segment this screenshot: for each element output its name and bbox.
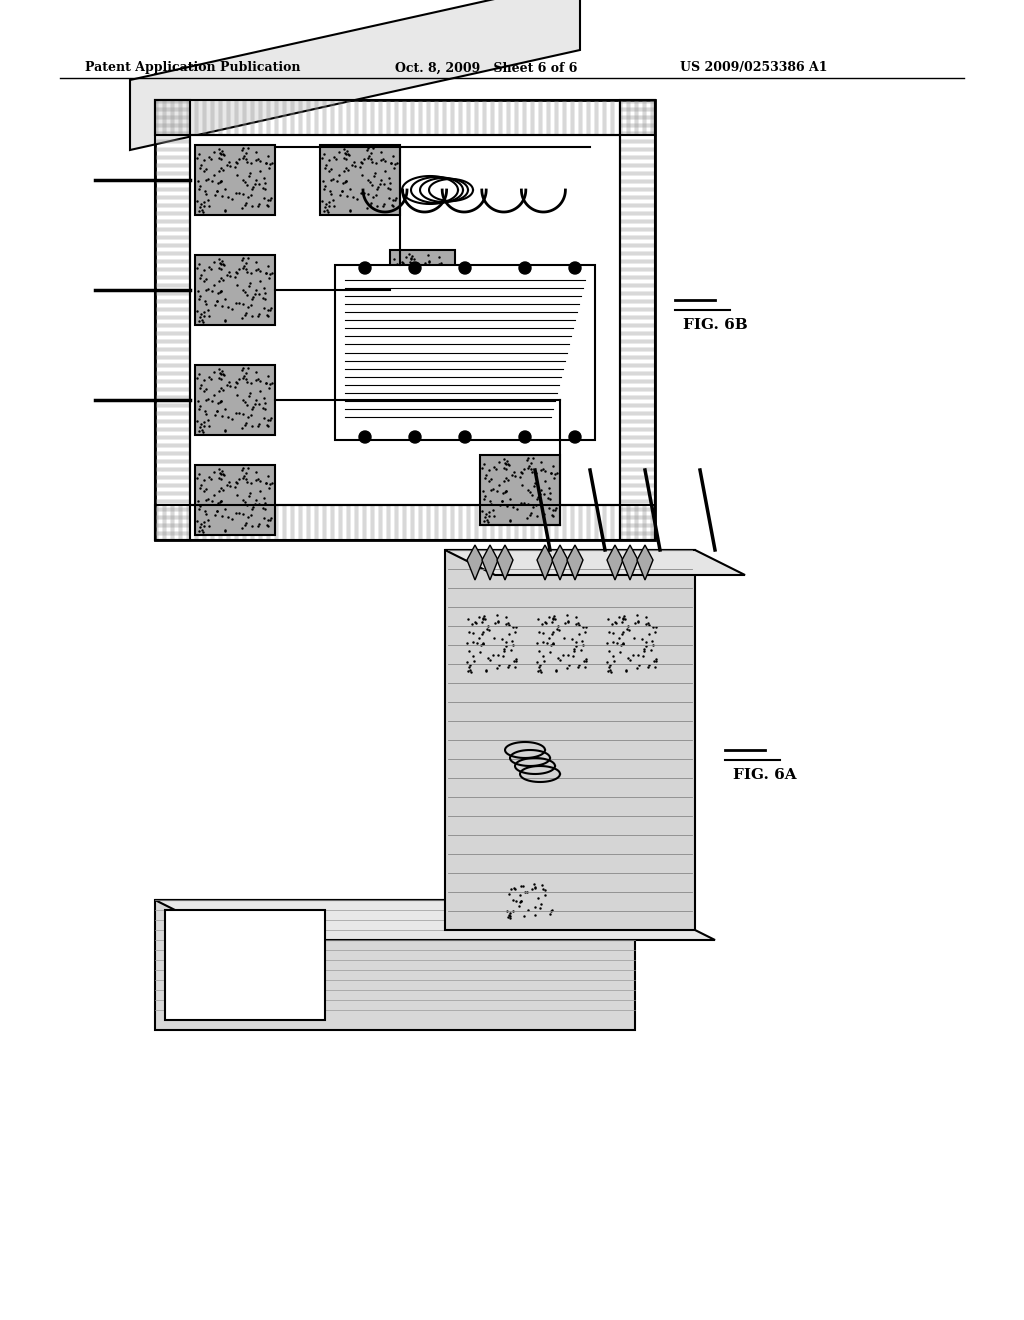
Polygon shape [622,545,638,579]
Bar [620,100,655,540]
Circle shape [409,432,421,444]
Polygon shape [567,545,583,579]
Circle shape [359,432,371,444]
Bar [335,265,595,440]
Polygon shape [482,545,498,579]
Bar [195,465,275,535]
Polygon shape [130,0,580,150]
Bar [155,100,190,540]
Bar [195,145,275,215]
Bar [505,880,555,920]
Polygon shape [537,545,553,579]
Text: US 2009/0253386 A1: US 2009/0253386 A1 [680,62,827,74]
Polygon shape [637,545,653,579]
Bar [445,550,695,931]
Text: FIG. 6B: FIG. 6B [683,318,748,333]
Circle shape [519,261,531,275]
Bar [190,135,620,506]
Circle shape [409,261,421,275]
Bar [535,610,590,675]
Text: FIG. 6A: FIG. 6A [733,768,797,781]
Text: Oct. 8, 2009   Sheet 6 of 6: Oct. 8, 2009 Sheet 6 of 6 [395,62,578,74]
Bar [480,455,560,525]
Bar [319,145,400,215]
Polygon shape [155,900,715,940]
Bar [155,100,655,135]
Bar [390,249,455,315]
Circle shape [569,261,581,275]
Polygon shape [445,550,745,576]
Bar [155,100,655,540]
Bar [465,610,520,675]
Circle shape [359,261,371,275]
Polygon shape [467,545,483,579]
Circle shape [459,432,471,444]
Bar [195,255,275,325]
Bar [165,909,325,1020]
Text: Patent Application Publication: Patent Application Publication [85,62,300,74]
Bar [605,610,660,675]
Circle shape [459,261,471,275]
Polygon shape [497,545,513,579]
Circle shape [569,432,581,444]
Polygon shape [607,545,623,579]
Bar [195,366,275,436]
Bar [155,900,635,1030]
Circle shape [519,432,531,444]
Bar [155,506,655,540]
Polygon shape [552,545,568,579]
